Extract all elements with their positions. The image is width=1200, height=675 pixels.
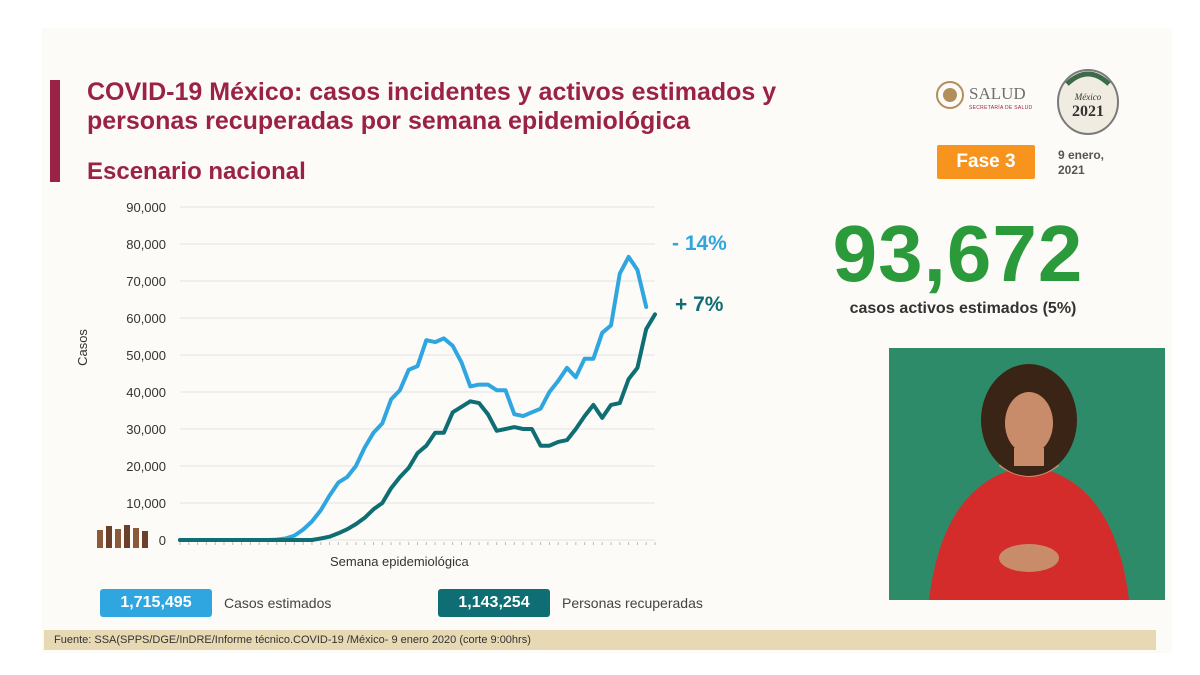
recovered-value: 1,143,254 — [438, 589, 550, 617]
cases-line-chart: 0 10,000 20,000 30,000 40,000 50,000 60,000 70,… — [126, 200, 657, 548]
sign-language-interpreter — [889, 348, 1165, 600]
y-tick-label: 0 — [159, 533, 166, 548]
source-footer: Fuente: SSA(SPPS/DGE/InDRE/Informe técni… — [44, 630, 1156, 650]
salud-logo: SALUD SECRETARÍA DE SALUD — [935, 80, 1035, 116]
page-title: COVID-19 México: casos incidentes y acti… — [87, 78, 777, 135]
y-tick-label: 70,000 — [126, 274, 166, 289]
y-tick-label: 30,000 — [126, 422, 166, 437]
mexico-2021-logo: México 2021 — [1053, 62, 1123, 138]
y-tick-label: 60,000 — [126, 311, 166, 326]
cases-change-label: - 14% — [672, 232, 727, 255]
recovered-change-label: + 7% — [675, 293, 724, 316]
report-date: 9 enero, 2021 — [1058, 148, 1105, 177]
active-cases-label: casos activos estimados (5%) — [849, 300, 1077, 317]
x-axis-label: Semana epidemiológica — [330, 554, 469, 569]
salud-logo-text: SALUD — [969, 84, 1026, 103]
estimated-cases-label: Casos estimados — [224, 595, 332, 611]
phase-badge: Fase 3 — [937, 145, 1035, 179]
recovered-label: Personas recuperadas — [562, 595, 703, 611]
cases-series-line — [178, 254, 649, 542]
y-tick-label: 20,000 — [126, 459, 166, 474]
y-axis-label: Casos — [74, 329, 90, 366]
salud-emblem-icon — [936, 81, 964, 109]
estimated-cases-value: 1,715,495 — [100, 589, 212, 617]
salud-logo-subtext: SECRETARÍA DE SALUD — [969, 105, 1033, 111]
title-accent-bar — [50, 80, 60, 182]
svg-text:2021: 2021 — [1072, 103, 1104, 120]
decorative-figures-icon — [95, 520, 150, 550]
y-tick-label: 10,000 — [126, 496, 166, 511]
y-tick-label: 40,000 — [126, 385, 166, 400]
y-tick-label: 80,000 — [126, 237, 166, 252]
recovered-series-line — [178, 312, 657, 542]
active-cases-number: 93,672 — [832, 209, 1084, 298]
y-tick-label: 90,000 — [126, 200, 166, 215]
svg-text:México: México — [1074, 92, 1102, 102]
page-subtitle: Escenario nacional — [87, 158, 306, 185]
y-tick-label: 50,000 — [126, 348, 166, 363]
source-text: Fuente: SSA(SPPS/DGE/InDRE/Informe técni… — [54, 634, 531, 646]
